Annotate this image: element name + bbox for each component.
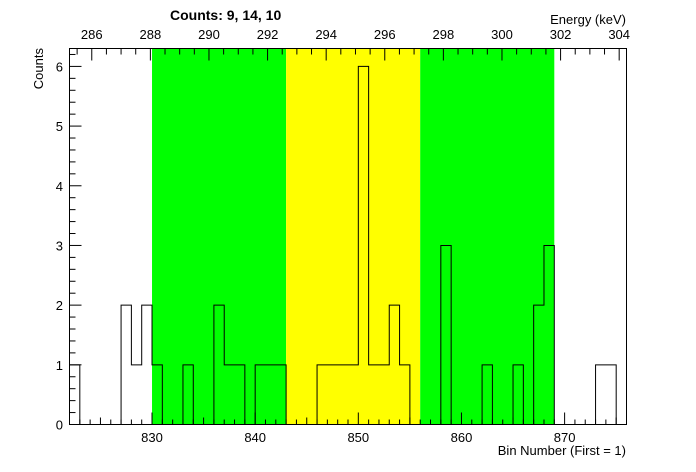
region-right-background [420, 48, 555, 425]
x2-tick-label: 296 [374, 27, 396, 42]
x2-tick-label: 288 [140, 27, 162, 42]
x-axis-title: Bin Number (First = 1) [498, 443, 626, 458]
y-tick-label: 5 [56, 119, 63, 134]
x-tick-label: 830 [141, 430, 163, 445]
x-tick-label: 870 [554, 430, 576, 445]
y-tick-label: 1 [56, 358, 63, 373]
chart-title: Counts: 9, 14, 10 [170, 7, 281, 23]
fit-regions [152, 48, 555, 425]
energy-axis: 286 288 290 292 294 296 298 300 302 304 [76, 27, 630, 61]
x2-tick-label: 294 [315, 27, 337, 42]
region-peak [286, 48, 421, 425]
x2-axis-title: Energy (keV) [550, 12, 626, 27]
x2-tick-label: 286 [81, 27, 103, 42]
y-tick-label: 3 [56, 238, 63, 253]
x-tick-label: 850 [347, 430, 369, 445]
x2-tick-label: 300 [491, 27, 513, 42]
counts-axis: 0 1 2 3 4 5 6 [56, 53, 82, 433]
y-tick-label: 0 [56, 418, 63, 433]
bin-number-axis: 830 840 850 860 870 [79, 412, 617, 445]
x2-tick-label: 304 [608, 27, 630, 42]
x2-tick-label: 292 [257, 27, 279, 42]
y-tick-label: 6 [56, 59, 63, 74]
x-tick-label: 860 [451, 430, 473, 445]
x-tick-label: 840 [244, 430, 266, 445]
region-left-background [152, 48, 287, 425]
y-tick-label: 4 [56, 179, 63, 194]
y-axis-title: Counts [31, 48, 46, 90]
x2-tick-label: 298 [433, 27, 455, 42]
x2-tick-label: 302 [550, 27, 572, 42]
x2-tick-label: 290 [198, 27, 220, 42]
y-tick-label: 2 [56, 298, 63, 313]
